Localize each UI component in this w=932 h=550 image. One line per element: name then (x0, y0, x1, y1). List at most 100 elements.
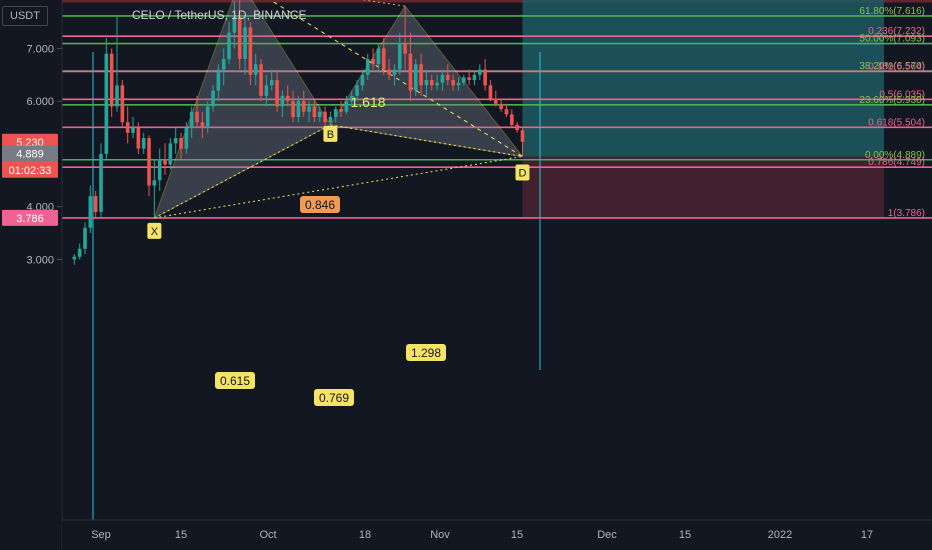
fib-level-label: 38.20%(6.570) (859, 61, 925, 72)
candle-body (376, 48, 381, 65)
candle-body (323, 111, 327, 123)
ratio-badge (314, 389, 354, 406)
candle-body (83, 227, 87, 249)
candle-body (461, 77, 466, 83)
pattern-point-label: X (151, 226, 159, 238)
candle-body (296, 101, 301, 117)
candle-body (72, 256, 77, 260)
candle-body (397, 43, 402, 70)
time-tick-label: 17 (861, 529, 873, 541)
price-tick-label: 6.000 (26, 96, 54, 108)
candle-body (163, 159, 167, 165)
currency-button[interactable]: USDT (2, 6, 48, 26)
fib-level-label: 0.382(6.564) (868, 61, 925, 72)
candle-body (419, 64, 423, 86)
candle-body (195, 111, 199, 123)
low-price-badge-bg (2, 209, 58, 226)
pattern-point-label: D (518, 168, 526, 180)
time-axis[interactable] (62, 520, 932, 550)
candle-body (456, 82, 461, 86)
pattern-point-badge (515, 164, 530, 181)
fib-level-label: 23.60%(5.930) (859, 95, 925, 106)
extension-ratio-label: 1.618 (350, 94, 385, 110)
candle-body (371, 58, 375, 65)
candle-body (445, 74, 450, 81)
candle-body (477, 69, 482, 75)
candle-body (104, 53, 109, 154)
symbol-title: CELO / TetherUS, 1D, BINANCE (132, 8, 307, 22)
candle-body (349, 95, 354, 102)
candle-body (141, 138, 146, 149)
candle-body (93, 196, 98, 212)
ratio-badge (215, 372, 255, 389)
gray-price-badge-bg (2, 145, 58, 162)
time-tick-label: Nov (430, 529, 450, 541)
candle-body (115, 85, 119, 107)
candle-body (253, 64, 258, 75)
candle-body (280, 95, 285, 107)
candle-body (483, 69, 487, 86)
candle-body (413, 64, 418, 91)
candle-body (365, 58, 370, 75)
candle-body (440, 74, 445, 83)
candle-body (227, 32, 231, 59)
candle-body (237, 16, 242, 59)
candle-body (510, 114, 514, 125)
price-scale[interactable] (0, 0, 62, 550)
candle-body (392, 69, 397, 75)
ratio-label: 0.615 (220, 374, 250, 388)
ratio-label: 1.298 (411, 346, 441, 360)
target-zone (522, 0, 884, 157)
candle-body (307, 106, 311, 112)
candle-body (403, 43, 407, 54)
candle-body (152, 180, 157, 186)
candle-body (275, 80, 279, 107)
candle-body (291, 101, 295, 117)
candle-body (211, 90, 215, 107)
candle-body (131, 127, 135, 133)
candle-body (120, 85, 125, 123)
candle-body (408, 53, 413, 91)
candle-body (488, 85, 493, 99)
candle-body (168, 143, 173, 165)
candle-body (269, 80, 274, 86)
time-tick-label: 15 (679, 529, 691, 541)
candle-body (424, 80, 429, 86)
candle-body (147, 138, 151, 186)
pattern-point-badge (147, 222, 162, 239)
candle-body (189, 111, 194, 128)
candle-body (200, 122, 205, 128)
candle-body (472, 74, 477, 81)
candle-body (259, 64, 263, 96)
countdown-badge: 01:02:33 (9, 165, 52, 177)
time-tick-label: Dec (597, 529, 617, 541)
fib-level-label: 0.00%(4.889) (865, 150, 925, 161)
candle-body (435, 82, 439, 86)
time-tick-label: 18 (359, 529, 371, 541)
candle-body (312, 106, 317, 117)
candle-body (77, 248, 82, 257)
candle-body (504, 109, 509, 115)
time-tick-label: 2022 (768, 529, 792, 541)
candle-body (429, 80, 434, 86)
low-price-badge: 3.786 (16, 213, 44, 225)
candle-body (451, 80, 455, 86)
ratio-badge (300, 196, 340, 213)
candle-body (381, 48, 386, 70)
time-tick-label: Oct (259, 529, 276, 541)
fib-level-label: 0.236(7.232) (868, 26, 925, 37)
candle-body (205, 106, 210, 128)
candle-body (387, 69, 391, 75)
stop-zone (522, 156, 884, 218)
pattern-point-label: B (327, 129, 334, 141)
resistance-zone-mid (62, 0, 932, 3)
candle-body (157, 159, 162, 181)
gray-price-badge: 4.889 (16, 148, 44, 160)
price-tick-label: 8.000 (26, 0, 54, 3)
chart-header: CELO / TetherUS, 1D, BINANCE (62, 0, 932, 36)
candle-body (221, 58, 226, 70)
fib-level-label: 61.80%(7.616) (859, 6, 925, 17)
fib-level-label: 0.786(4.749) (868, 157, 925, 168)
ratio-label: 0.846 (305, 198, 335, 212)
